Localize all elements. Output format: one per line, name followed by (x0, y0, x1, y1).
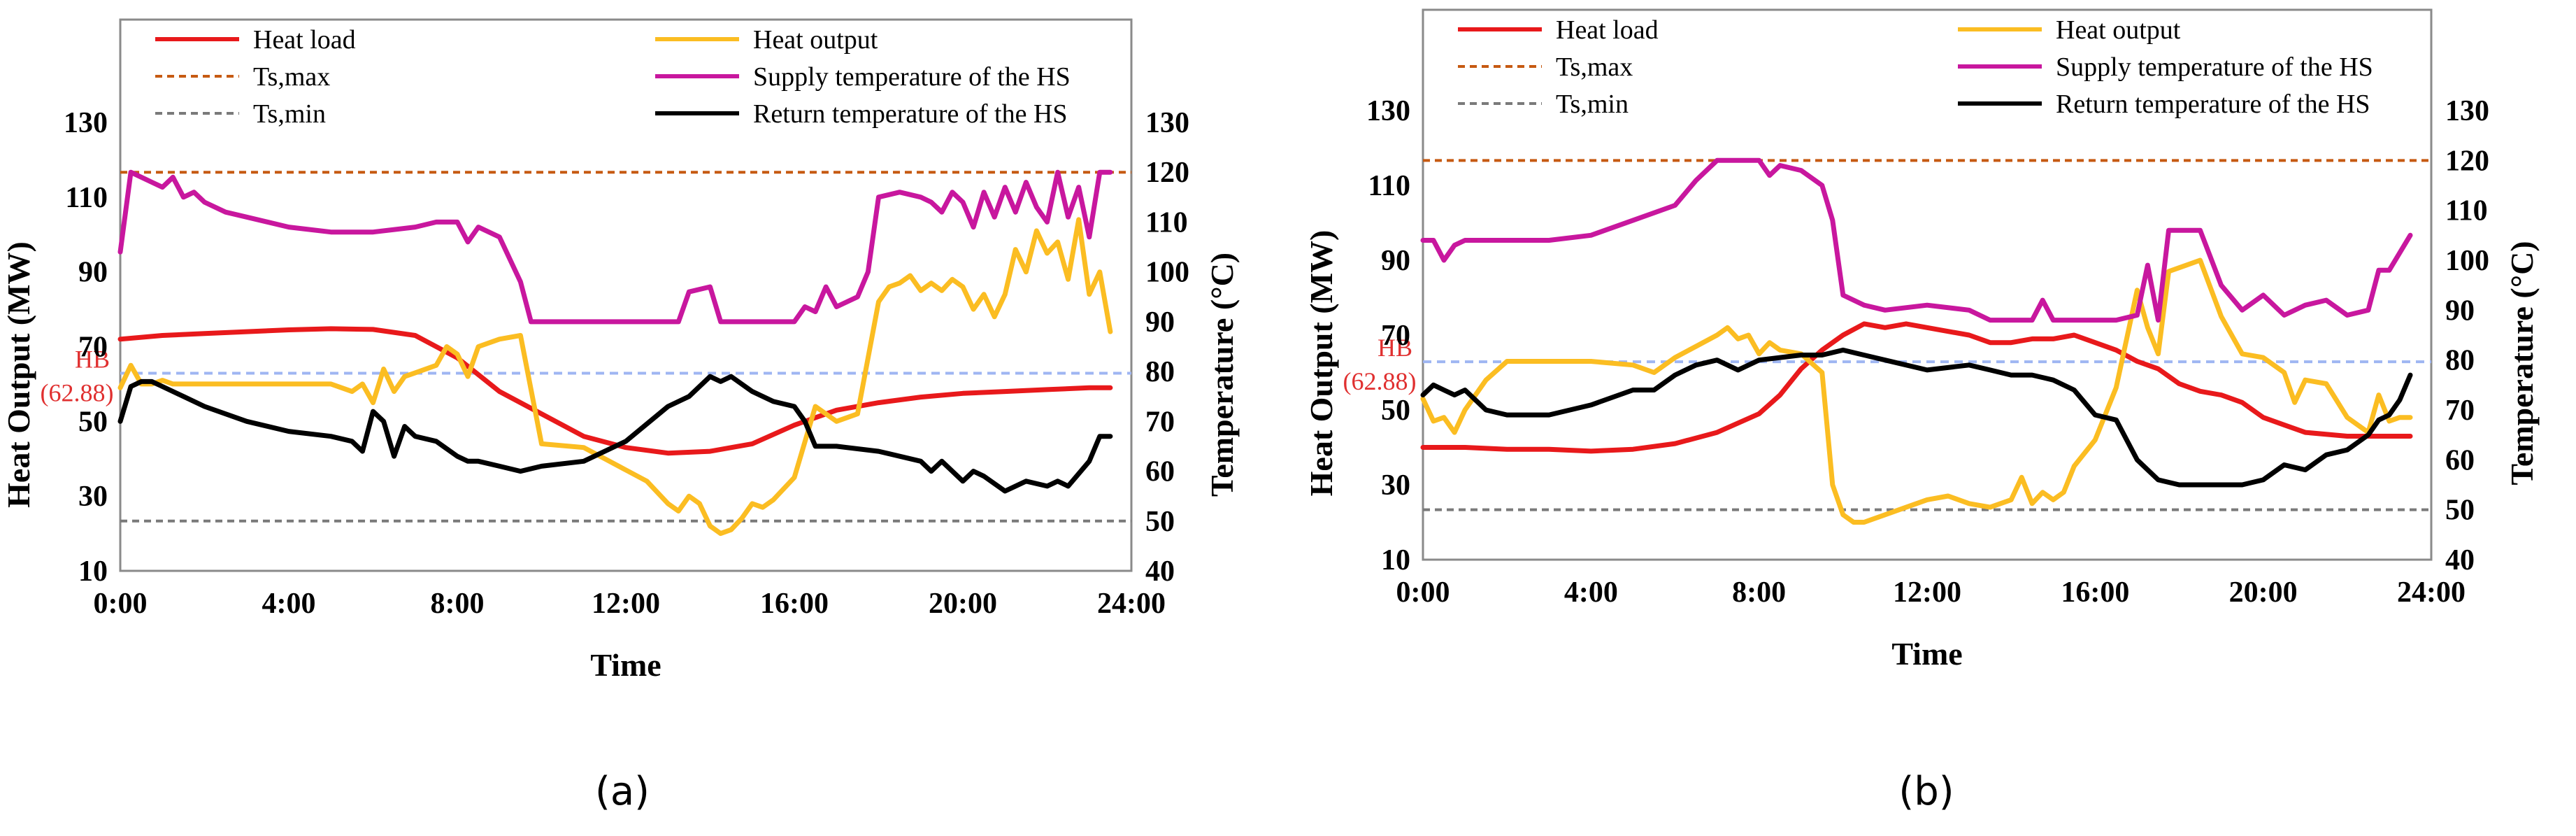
y-tick-label: 70 (1381, 320, 1410, 352)
series-line-heat-output (117, 217, 1113, 537)
series-line-heat-output (1420, 257, 2413, 525)
y-tick-label: 50 (78, 406, 108, 438)
legend-label-ts-min: Ts,min (253, 99, 326, 129)
y-tick-label: 130 (64, 107, 108, 139)
y2-tick-label: 130 (1145, 107, 1189, 139)
legend-label-heat-output: Heat output (2056, 15, 2181, 45)
legend-label-heat-load: Heat load (1556, 15, 1659, 45)
legend-label-supply: Supply temperature of the HS (2056, 52, 2373, 82)
legend-label-return: Return temperature of the HS (2056, 90, 2370, 119)
y2-tick-label: 100 (2445, 245, 2489, 277)
hb-value-label: (62.88) (41, 379, 114, 407)
series-line-heat-load (117, 326, 1113, 456)
x-tick-label: 12:00 (1893, 576, 1961, 609)
hb-value-label: (62.88) (1343, 367, 1417, 395)
x-tick-label: 24:00 (2397, 576, 2466, 609)
x-tick-label: 20:00 (929, 588, 997, 620)
y-tick-label: 10 (78, 555, 108, 588)
y-tick-label: 70 (78, 332, 108, 364)
y2-tick-label: 70 (2445, 395, 2475, 427)
y2-tick-label: 90 (2445, 295, 2475, 327)
x-tick-label: 16:00 (2061, 576, 2129, 609)
x-axis-title: Time (1891, 636, 1962, 672)
x-tick-label: 4:00 (1564, 576, 1618, 609)
x-tick-label: 12:00 (592, 588, 660, 620)
plot-frame (119, 18, 1133, 572)
x-tick-label: 8:00 (1732, 576, 1786, 609)
hb-label: HB (1378, 334, 1412, 362)
x-tick-label: 16:00 (760, 588, 829, 620)
y-tick-label: 90 (78, 257, 108, 289)
y2-tick-label: 100 (1145, 257, 1189, 289)
panel-label: (b) (1898, 769, 1954, 814)
y2-tick-label: 90 (1145, 306, 1175, 339)
legend-label-ts-max: Ts,max (253, 62, 330, 92)
x-tick-label: 24:00 (1097, 588, 1166, 620)
y-axis-title: Heat Output (MW) (1303, 230, 1339, 497)
y2-tick-label: 120 (1145, 157, 1189, 189)
x-tick-label: 4:00 (262, 588, 316, 620)
y2-tick-label: 50 (1145, 506, 1175, 538)
x-axis-title: Time (590, 647, 661, 683)
hb-label: HB (75, 346, 110, 374)
series-line-return (1420, 347, 2413, 488)
y2-axis-title: Temperature (°C) (2504, 241, 2540, 485)
legend-label-ts-max: Ts,max (1556, 52, 1633, 82)
y2-tick-label: 110 (2445, 195, 2488, 227)
y-tick-label: 130 (1366, 95, 1410, 127)
legend-label-heat-load: Heat load (253, 25, 356, 55)
y2-tick-label: 70 (1145, 406, 1175, 438)
series-line-supply (1420, 157, 2413, 323)
plot-frame (1422, 8, 2433, 561)
y-tick-label: 30 (1381, 469, 1410, 502)
y2-tick-label: 80 (1145, 356, 1175, 388)
y2-tick-label: 40 (2445, 544, 2475, 576)
y-tick-label: 30 (78, 481, 108, 513)
series-line-return (117, 374, 1113, 494)
x-tick-label: 0:00 (1396, 576, 1450, 609)
y2-tick-label: 60 (2445, 444, 2475, 476)
y-tick-label: 110 (1368, 170, 1410, 202)
x-tick-label: 8:00 (431, 588, 485, 620)
legend-label-return: Return temperature of the HS (753, 99, 1068, 129)
y-tick-label: 110 (65, 182, 108, 214)
legend-label-heat-output: Heat output (753, 25, 878, 55)
y2-axis-title: Temperature (°C) (1204, 253, 1240, 497)
y2-tick-label: 130 (2445, 95, 2489, 127)
y2-tick-label: 40 (1145, 555, 1175, 588)
y-tick-label: 10 (1381, 544, 1410, 576)
y-tick-label: 50 (1381, 395, 1410, 427)
series-line-heat-load (1420, 321, 2413, 454)
series-line-supply (117, 169, 1113, 325)
y2-tick-label: 50 (2445, 495, 2475, 527)
panel-label: (a) (595, 769, 650, 814)
x-tick-label: 20:00 (2229, 576, 2298, 609)
x-tick-label: 0:00 (94, 588, 148, 620)
legend-label-ts-min: Ts,min (1556, 90, 1629, 119)
y2-tick-label: 110 (1145, 206, 1188, 239)
chart-panel-b: HB (62.88) 0:00 4:00 8:00 12:00 16:00 20:00 24:0… (1303, 8, 2540, 814)
y2-tick-label: 120 (2445, 145, 2489, 177)
y2-tick-label: 60 (1145, 456, 1175, 488)
legend-label-supply: Supply temperature of the HS (753, 62, 1071, 92)
chart-panel-a: HB (62.88) 0:00 4:00 8:00 12:00 16:00 20:00 24:0… (1, 18, 1240, 814)
y-tick-label: 90 (1381, 245, 1410, 277)
y2-tick-label: 80 (2445, 345, 2475, 377)
y-axis-title: Heat Output (MW) (1, 241, 36, 508)
